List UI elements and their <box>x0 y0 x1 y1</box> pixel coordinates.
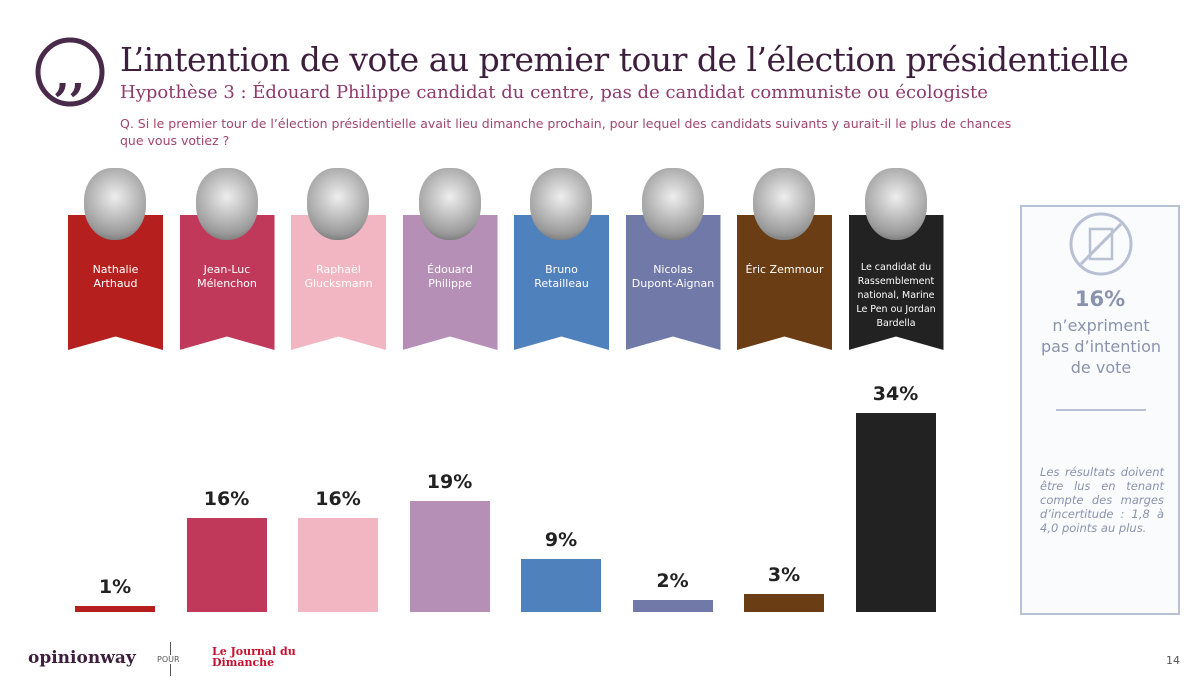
portrait <box>864 168 927 240</box>
bar <box>744 594 824 612</box>
no-vote-icon <box>1069 212 1133 276</box>
bar <box>186 518 267 612</box>
bar <box>855 413 936 612</box>
bar <box>521 559 601 612</box>
chart-title: L’intention de vote au premier tour de l… <box>120 40 1129 79</box>
page-number: 14 <box>1166 654 1180 667</box>
bar <box>75 606 155 612</box>
partner: Le Journal du Dimanche <box>212 645 296 669</box>
portrait <box>195 168 258 240</box>
bar <box>632 600 713 612</box>
value-label: 9% <box>544 529 578 552</box>
panel-text: n’expriment pas d’intention de vote <box>1040 316 1162 377</box>
value-label: 16% <box>315 488 361 511</box>
value-label: 19% <box>426 470 473 493</box>
value-label: 34% <box>872 383 919 406</box>
candidate-banner: Bruno Retailleau <box>514 215 609 350</box>
bar <box>409 500 490 612</box>
portrait <box>418 168 481 240</box>
svg-text:,,: ,, <box>55 50 86 101</box>
value-label: 2% <box>656 570 689 593</box>
question: Q. Si le premier tour de l’élection prés… <box>120 116 1012 148</box>
candidate-banner: Raphaël Glucksmann <box>291 215 386 350</box>
brand: opinionway <box>28 648 136 668</box>
panel-percentage: 16% <box>1074 287 1126 311</box>
portrait <box>753 168 815 240</box>
subtitle: Hypothèse 3 : Édouard Philippe candidat … <box>120 82 988 103</box>
separator <box>1056 409 1146 411</box>
bar <box>298 518 378 612</box>
portrait <box>84 168 146 240</box>
portrait <box>641 168 704 240</box>
for: POUR <box>157 655 180 664</box>
value-label: 16% <box>203 488 250 511</box>
panel-note: Les résultats doivent être lus en tenant… <box>1040 465 1164 535</box>
value-label: 3% <box>767 564 801 587</box>
portrait <box>530 168 592 240</box>
portrait <box>307 168 369 240</box>
quote-icon: ,, <box>35 37 105 107</box>
value-label: 1% <box>98 576 132 599</box>
side-panel: 16% n’expriment pas d’intention de vote … <box>1020 205 1180 615</box>
